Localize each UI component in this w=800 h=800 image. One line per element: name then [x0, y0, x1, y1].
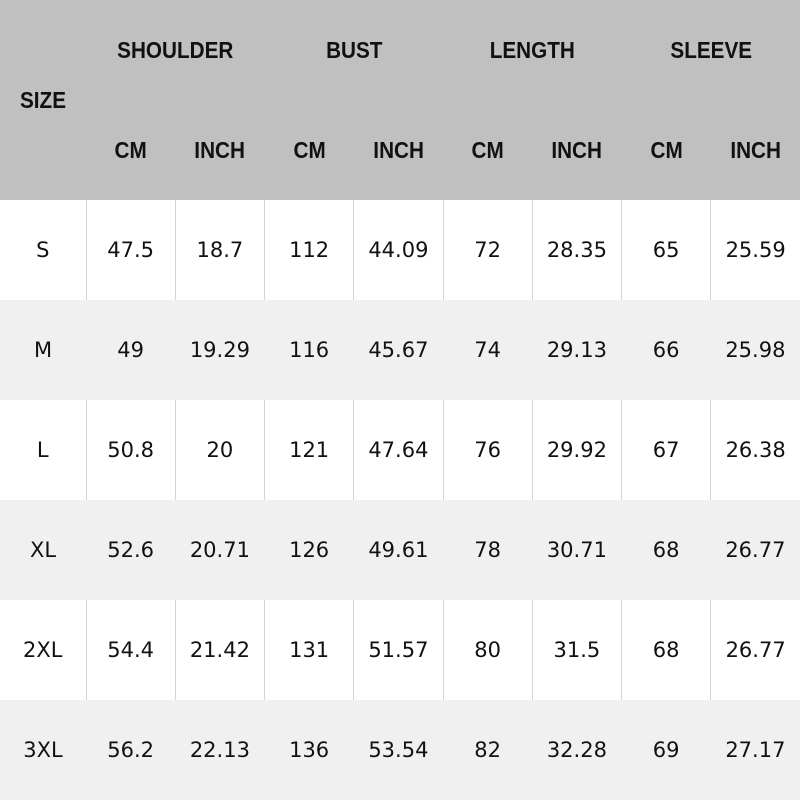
table-row: M 49 19.29 116 45.67 74 29.13 66 25.98	[0, 300, 800, 400]
measure-cell: 136	[264, 700, 354, 800]
group-header: SHOULDER	[117, 36, 234, 63]
measure-cell: 67	[620, 400, 711, 500]
measure-cell: 51.57	[353, 600, 443, 700]
size-cell: L	[0, 400, 86, 500]
measure-cell: 44.09	[353, 200, 443, 300]
measure-cell: 29.13	[532, 300, 622, 400]
table-row: L 50.8 20 121 47.64 76 29.92 67 26.38	[0, 400, 800, 500]
table-row: 3XL 56.2 22.13 136 53.54 82 32.28 69 27.17	[0, 700, 800, 800]
size-header: SIZE	[19, 86, 67, 113]
measure-cell: 54.4	[85, 600, 176, 700]
measure-cell: 52.6	[86, 500, 176, 600]
measure-cell: 19.29	[175, 300, 265, 400]
unit-header: INCH	[373, 136, 424, 163]
unit-header: CM	[114, 136, 147, 163]
measure-cell: 18.7	[174, 200, 265, 300]
measure-cell: 80	[442, 600, 533, 700]
measure-cell: 32.28	[532, 700, 622, 800]
group-header: SLEEVE	[669, 36, 752, 63]
group-header: BUST	[325, 36, 382, 63]
measure-cell: 50.8	[85, 400, 176, 500]
measure-cell: 66	[621, 300, 711, 400]
measure-cell: 25.59	[710, 200, 800, 300]
measure-cell: 82	[443, 700, 533, 800]
measure-cell: 20	[174, 400, 265, 500]
measure-cell: 74	[443, 300, 533, 400]
measure-cell: 27.17	[710, 700, 800, 800]
table-row: S 47.5 18.7 112 44.09 72 28.35 65 25.59	[0, 200, 800, 300]
measure-cell: 68	[621, 500, 711, 600]
measure-cell: 21.42	[174, 600, 265, 700]
measure-cell: 29.92	[531, 400, 622, 500]
measure-cell: 28.35	[531, 200, 622, 300]
measure-cell: 121	[263, 400, 354, 500]
measure-cell: 26.77	[710, 600, 800, 700]
size-cell: 2XL	[0, 600, 86, 700]
measure-cell: 112	[263, 200, 354, 300]
measure-cell: 76	[442, 400, 533, 500]
measure-cell: 25.98	[710, 300, 800, 400]
measure-cell: 72	[442, 200, 533, 300]
table-row: XL 52.6 20.71 126 49.61 78 30.71 68 26.77	[0, 500, 800, 600]
measure-cell: 49.61	[353, 500, 443, 600]
measure-cell: 22.13	[175, 700, 265, 800]
measure-cell: 30.71	[532, 500, 622, 600]
unit-header: INCH	[194, 136, 246, 163]
header-unit-row: CM INCH CM INCH CM INCH CM INCH	[0, 100, 800, 200]
size-cell: 3XL	[0, 700, 86, 800]
measure-cell: 68	[620, 600, 711, 700]
measure-cell: 26.38	[710, 400, 800, 500]
measure-cell: 69	[621, 700, 711, 800]
unit-header: INCH	[551, 136, 603, 163]
unit-header: CM	[293, 136, 326, 163]
header-group-row: SIZE SHOULDER BUST LENGTH SLEEVE	[0, 0, 800, 113]
measure-cell: 20.71	[175, 500, 265, 600]
table-row: 2XL 54.4 21.42 131 51.57 80 31.5 68 26.77	[0, 600, 800, 700]
measure-cell: 78	[443, 500, 533, 600]
unit-header: CM	[471, 136, 504, 163]
measure-cell: 31.5	[531, 600, 622, 700]
measure-cell: 126	[264, 500, 354, 600]
measure-cell: 131	[263, 600, 354, 700]
unit-header: INCH	[730, 136, 781, 163]
size-cell: XL	[0, 500, 86, 600]
unit-header: CM	[650, 136, 683, 163]
size-cell: M	[0, 300, 86, 400]
measure-cell: 47.64	[353, 400, 443, 500]
measure-cell: 45.67	[353, 300, 443, 400]
measure-cell: 53.54	[353, 700, 443, 800]
group-header: LENGTH	[489, 36, 575, 63]
measure-cell: 65	[620, 200, 711, 300]
measure-cell: 56.2	[86, 700, 176, 800]
measure-cell: 116	[264, 300, 354, 400]
measure-cell: 26.77	[710, 500, 800, 600]
measure-cell: 49	[86, 300, 176, 400]
measure-cell: 47.5	[85, 200, 176, 300]
size-cell: S	[0, 200, 86, 300]
